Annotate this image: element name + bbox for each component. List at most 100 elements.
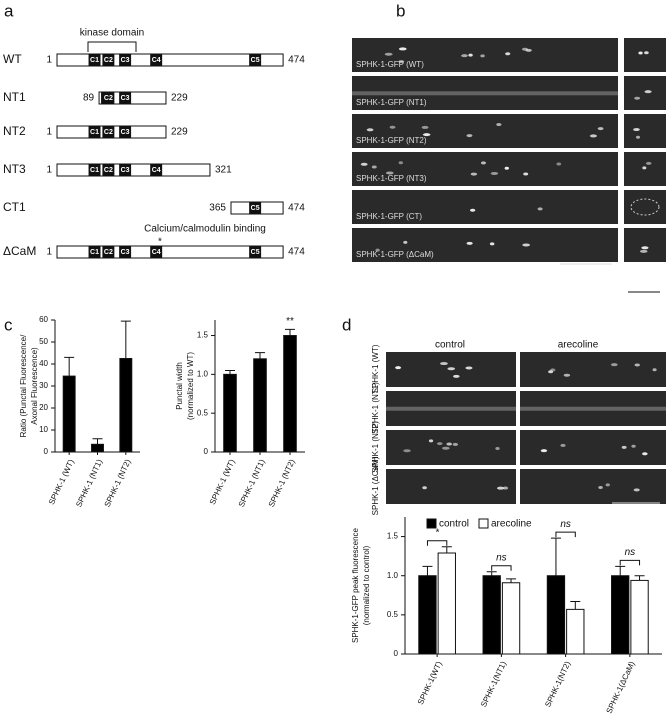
puncta: [422, 133, 431, 137]
puncta: [642, 166, 647, 170]
panel-label: b: [396, 1, 405, 20]
puncta: [641, 246, 649, 250]
domain-label: C5: [251, 205, 260, 212]
significance-bracket: [426, 540, 448, 546]
bar: [611, 575, 630, 655]
domain: [150, 164, 163, 176]
domain-label: C4: [152, 249, 161, 256]
puncta: [495, 446, 500, 450]
puncta: [469, 208, 476, 212]
micrograph: [624, 38, 666, 72]
y-tick-label: 1.5: [387, 532, 399, 541]
puncta: [605, 483, 610, 487]
puncta: [497, 486, 505, 490]
domain-label: C3: [121, 129, 130, 136]
micrograph: [352, 228, 618, 262]
puncta: [384, 52, 393, 56]
puncta: [466, 241, 473, 245]
puncta: [480, 54, 485, 58]
puncta: [505, 52, 511, 56]
x-tick-label: SPHK-1 (WT): [208, 458, 237, 506]
row-label: SPHK-1 (ΔCaM): [371, 456, 380, 515]
puncta: [589, 134, 597, 138]
bar: [119, 358, 133, 453]
bar: [253, 358, 267, 453]
row-label: SPHK-1 (WT): [371, 344, 380, 393]
domain: [249, 54, 262, 66]
panel-label: a: [4, 1, 14, 20]
bar: [546, 575, 566, 655]
residue-end: 474: [288, 247, 305, 258]
domain-label: C4: [152, 167, 161, 174]
puncta: [540, 449, 548, 453]
image-label: SPHK-1-GFP (CT): [356, 212, 422, 221]
domain: [150, 54, 163, 66]
puncta: [597, 127, 604, 131]
row-label: SPHK-1 (NT1): [371, 382, 380, 434]
micrograph: [520, 430, 666, 465]
bar: [62, 375, 76, 453]
domain: [88, 246, 101, 258]
column-title: arecoline: [558, 340, 599, 351]
bar: [437, 552, 456, 655]
significance: ns: [496, 552, 507, 563]
micrograph: [352, 190, 618, 224]
domain-label: C4: [152, 57, 161, 64]
domain: [119, 54, 132, 66]
legend-label: arecoline: [491, 519, 532, 530]
image-label: SPHK-1-GFP (NT2): [356, 136, 427, 145]
puncta: [440, 362, 448, 366]
domain: [249, 246, 262, 258]
y-tick-label: 1.0: [387, 571, 399, 580]
puncta: [633, 488, 640, 492]
puncta: [652, 368, 657, 372]
y-tick-label: 0.5: [197, 408, 209, 417]
residue-end: 321: [215, 165, 232, 176]
puncta: [436, 442, 443, 446]
error-bar: [422, 565, 433, 576]
axon-signal: [386, 406, 516, 411]
puncta: [644, 90, 652, 94]
puncta: [502, 486, 509, 490]
puncta: [465, 366, 473, 370]
puncta: [468, 53, 473, 57]
domain-label: C3: [121, 167, 130, 174]
domain-label: C1: [90, 57, 99, 64]
puncta: [645, 161, 652, 165]
image-label: SPHK-1-GFP (WT): [356, 60, 424, 69]
image-label: SPHK-1-GFP (NT1): [356, 98, 427, 107]
puncta: [631, 444, 636, 448]
y-tick-label: 0: [204, 447, 209, 456]
residue-start: 1: [46, 127, 52, 138]
axon-signal: [520, 406, 666, 411]
error-bar: [634, 575, 645, 581]
puncta: [642, 452, 648, 456]
significance: ns: [560, 519, 571, 530]
outline: [630, 198, 660, 216]
domain-label: C2: [104, 95, 113, 102]
puncta: [537, 207, 543, 211]
puncta: [461, 54, 468, 58]
domain-label: C3: [121, 95, 130, 102]
significance-bracket: [619, 559, 641, 566]
puncta: [398, 47, 407, 51]
micrograph: [386, 469, 516, 504]
puncta: [634, 96, 641, 100]
y-tick-label: 50: [39, 337, 48, 346]
domain-label: C1: [90, 249, 99, 256]
domain: [102, 126, 115, 138]
puncta: [633, 128, 640, 132]
residue-start: 1: [46, 55, 52, 66]
micrograph: [352, 114, 618, 148]
puncta: [489, 242, 495, 246]
construct-box: [56, 163, 211, 177]
puncta: [385, 171, 394, 175]
x-tick-label: SPHK-1 (NT1): [74, 458, 104, 509]
domain: [102, 164, 115, 176]
domain-label: C1: [90, 129, 99, 136]
error-bar: [441, 546, 452, 554]
x-tick-label: SPHK-1(WT): [416, 660, 444, 706]
image-label: SPHK-1-GFP (NT3): [356, 174, 427, 183]
y-axis-label: SPHK-1-GFP peak fluorescence: [351, 527, 360, 643]
residue-end: 474: [288, 203, 305, 214]
